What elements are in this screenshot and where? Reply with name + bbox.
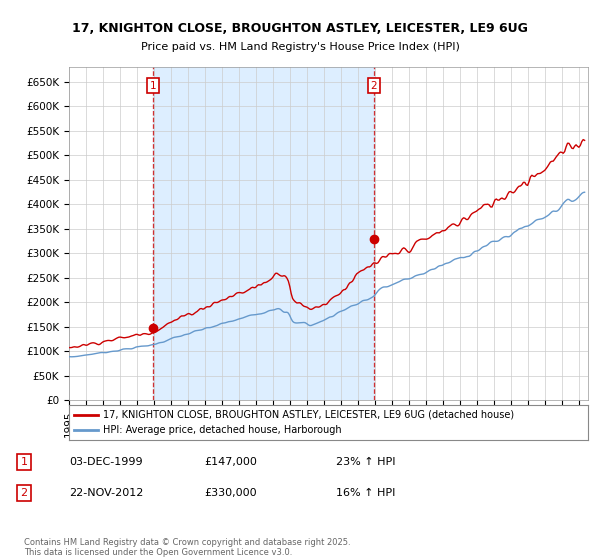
Text: 22-NOV-2012: 22-NOV-2012 [69,488,143,498]
Text: 1: 1 [149,81,156,91]
Text: 2: 2 [370,81,377,91]
Text: 23% ↑ HPI: 23% ↑ HPI [336,457,395,467]
Text: 2: 2 [20,488,28,498]
Bar [153,67,374,400]
Text: £330,000: £330,000 [204,488,257,498]
Text: HPI: Average price, detached house, Harborough: HPI: Average price, detached house, Harb… [103,425,341,435]
Text: 16% ↑ HPI: 16% ↑ HPI [336,488,395,498]
Text: 1: 1 [20,457,28,467]
Text: 03-DEC-1999: 03-DEC-1999 [69,457,143,467]
Text: Price paid vs. HM Land Registry's House Price Index (HPI): Price paid vs. HM Land Registry's House … [140,42,460,52]
Text: 17, KNIGHTON CLOSE, BROUGHTON ASTLEY, LEICESTER, LE9 6UG (detached house): 17, KNIGHTON CLOSE, BROUGHTON ASTLEY, LE… [103,409,514,419]
Text: £147,000: £147,000 [204,457,257,467]
Text: 17, KNIGHTON CLOSE, BROUGHTON ASTLEY, LEICESTER, LE9 6UG: 17, KNIGHTON CLOSE, BROUGHTON ASTLEY, LE… [72,22,528,35]
Text: Contains HM Land Registry data © Crown copyright and database right 2025.
This d: Contains HM Land Registry data © Crown c… [24,538,350,557]
